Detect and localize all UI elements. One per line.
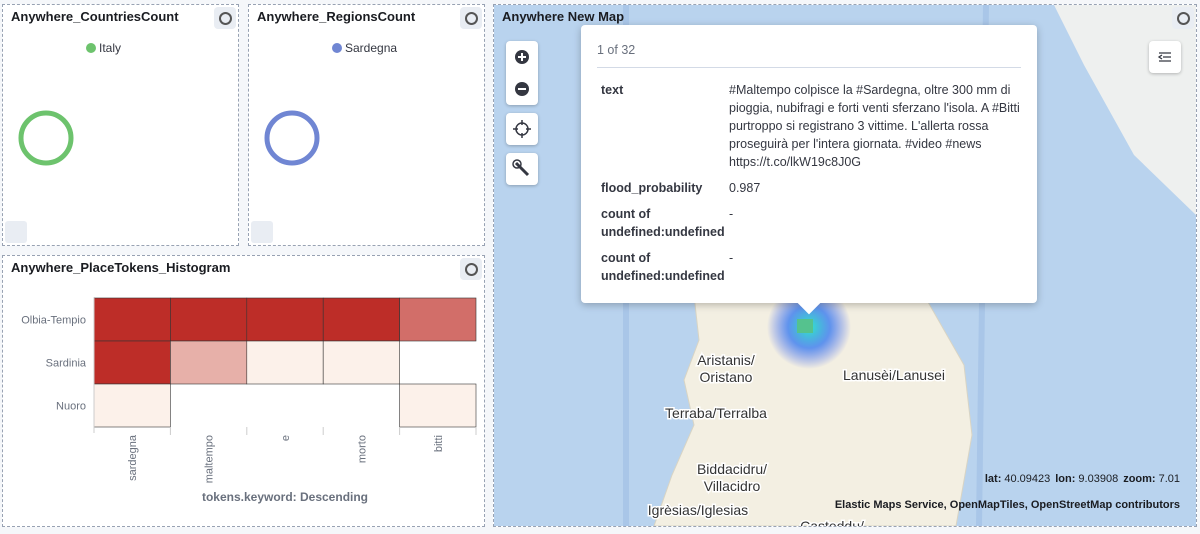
heat-cell	[246, 340, 324, 385]
pie-chart: Sardegna	[264, 41, 397, 166]
coordinates: lat: 40.09423 lon: 9.03908 zoom: 7.01	[980, 473, 1180, 485]
countries-panel: Anywhere_CountriesCount Italy	[2, 4, 239, 246]
legend-swatch	[86, 43, 96, 53]
panel-title: Anywhere_CountriesCount	[11, 9, 179, 24]
x-tick-label: bitti	[433, 435, 445, 452]
attribution: Elastic Maps Service, OpenMapTiles, Open…	[834, 499, 1180, 511]
panel-title: Anywhere New Map	[502, 9, 625, 24]
point-marker[interactable]	[797, 319, 813, 333]
tooltip-value: 0.987	[729, 181, 761, 195]
tooltip-value: -	[729, 207, 734, 221]
zoom-controls[interactable]	[506, 41, 538, 105]
coord-label: lon:	[1055, 473, 1076, 485]
tooltip-value: -	[729, 251, 734, 265]
tooltip-key: text	[601, 83, 624, 97]
y-tick-label: Nuoro	[56, 401, 86, 413]
heat-cell	[93, 297, 171, 342]
settings-button[interactable]	[460, 258, 482, 280]
tooltip-key: flood_probability	[601, 181, 703, 195]
panel-title: Anywhere_RegionsCount	[257, 9, 416, 24]
heat-cell	[93, 340, 171, 385]
tools-button[interactable]	[506, 153, 538, 185]
histogram-panel: Anywhere_PlaceTokens_Histogram Olbia-Tem…	[2, 255, 485, 527]
place-label: Terraba/Terralba	[665, 405, 767, 421]
y-tick-label: Sardinia	[46, 358, 87, 370]
coord-value: 9.03908	[1078, 473, 1119, 485]
tooltip-key: count of undefined:undefined	[601, 251, 725, 283]
locate-button[interactable]	[506, 113, 538, 145]
legend-toggle[interactable]	[5, 221, 27, 243]
x-tick-label: sardegna	[127, 434, 139, 481]
coord-value: 40.09423	[1004, 473, 1051, 485]
heat-cell	[246, 297, 324, 342]
settings-button[interactable]	[1172, 7, 1194, 29]
heatmap: Olbia-Tempio Sardinia Nuoro sardegna maltemp…	[21, 297, 477, 504]
x-tick-label: morto	[356, 435, 368, 463]
place-label: Biddacidru/Villacidro	[697, 461, 767, 494]
settings-button[interactable]	[214, 7, 236, 29]
tooltip-key: count of undefined:undefined	[601, 207, 725, 239]
regions-panel: Anywhere_RegionsCount Sardegna	[248, 4, 485, 246]
y-tick-label: Olbia-Tempio	[21, 315, 86, 327]
place-label: Casteddu/	[800, 518, 864, 526]
heat-cell	[170, 340, 248, 385]
land	[653, 294, 973, 526]
tooltip-value: #Maltempo colpisce la #Sardegna, oltre 3…	[729, 83, 1020, 169]
x-axis-label: tokens.keyword: Descending	[202, 490, 368, 504]
pie-chart: Italy	[18, 41, 121, 166]
legend-toggle[interactable]	[251, 221, 273, 243]
place-label: Aristanis/Oristano	[697, 352, 755, 385]
legend-label: Italy	[99, 41, 121, 55]
coord-label: zoom:	[1123, 473, 1156, 485]
tooltip: 1 of 32 text #Maltempo colpisce la #Sarde…	[581, 25, 1037, 315]
heat-cell	[399, 297, 477, 342]
coord-label: lat:	[984, 473, 1002, 485]
heat-cell	[399, 383, 477, 428]
map-panel: Aristanis/Oristano Lanusèi/Lanusei Terraba…	[493, 4, 1197, 527]
legend-label: Sardegna	[345, 41, 397, 55]
heat-cell	[322, 340, 400, 385]
heat-cell	[93, 383, 171, 428]
coord-value: 7.01	[1158, 473, 1180, 485]
x-tick-label: e	[280, 435, 292, 441]
slice	[18, 110, 74, 166]
place-label: Lanusèi/Lanusei	[843, 367, 945, 383]
heat-cell	[170, 297, 248, 342]
panel-title: Anywhere_PlaceTokens_Histogram	[11, 260, 231, 275]
legend-swatch	[332, 43, 342, 53]
x-tick-label: maltempo	[204, 435, 216, 483]
layers-toggle[interactable]	[1149, 41, 1181, 73]
slice	[264, 110, 320, 166]
place-label: Igrèsias/Iglesias	[648, 502, 748, 518]
tooltip-pager: 1 of 32	[597, 43, 636, 57]
settings-button[interactable]	[460, 7, 482, 29]
heat-cell	[322, 297, 400, 342]
